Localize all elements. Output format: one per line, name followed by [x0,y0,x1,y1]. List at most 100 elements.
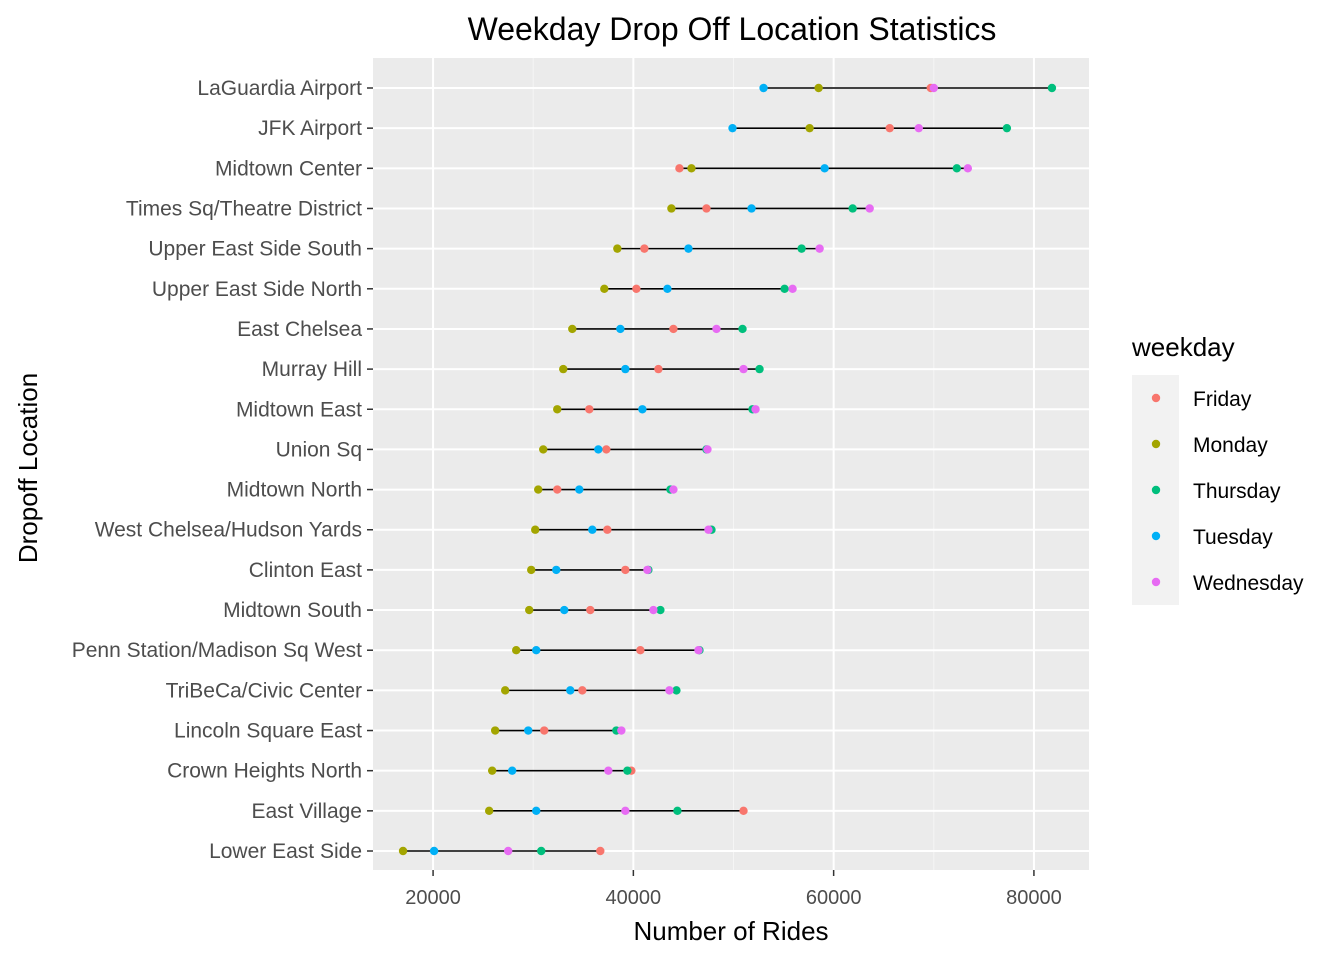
legend-key-tuesday [1151,531,1161,541]
point-friday [586,605,595,615]
legend-items: Friday Monday Thursday Tuesday Wednesday [1151,388,1304,595]
point-wednesday [815,244,824,253]
point-tuesday [638,405,647,414]
point-tuesday [507,766,517,775]
minor-gridlines [532,58,935,870]
point-thursday [952,164,962,173]
point-friday [540,726,549,735]
point-tuesday [575,485,584,494]
y-axis: LaGuardia Airport JFK Airport Midtown Cent… [72,77,373,863]
point-tuesday [552,565,561,575]
legend-label: Tuesday [1193,526,1273,549]
point-friday [885,123,894,133]
legend-title: weekday [1131,332,1235,362]
point-tuesday [759,83,768,93]
point-friday [578,686,587,695]
point-monday [512,646,521,655]
legend-key-monday [1151,439,1161,449]
point-wednesday [617,726,626,735]
point-tuesday [594,445,603,454]
point-tuesday [588,525,597,534]
point-friday [654,364,663,374]
y-tick-label: Midtown South [223,599,362,622]
point-monday [539,445,548,454]
point-tuesday [621,364,630,374]
point-friday [553,485,562,494]
point-monday [568,324,577,334]
point-wednesday [503,846,513,856]
point-tuesday [684,244,693,253]
legend-label: Thursday [1193,480,1281,503]
point-thursday [797,244,806,253]
plot-panel [373,58,1089,870]
y-tick-label: Upper East Side South [148,238,362,261]
point-wednesday [704,525,713,534]
y-tick-label: Union Sq [276,438,362,461]
point-wednesday [788,284,797,293]
point-thursday [738,324,747,334]
point-friday [621,565,630,575]
y-tick-label: West Chelsea/Hudson Yards [95,519,362,542]
point-friday [739,806,748,816]
point-wednesday [739,364,748,374]
legend-label: Monday [1193,434,1268,457]
legend-label: Friday [1193,388,1252,411]
point-monday [527,565,536,575]
legend-label: Wednesday [1193,572,1304,595]
point-wednesday [963,164,973,173]
point-friday [669,324,678,334]
y-tick-label: JFK Airport [258,117,362,140]
point-wednesday [621,806,630,816]
point-wednesday [694,646,703,655]
x-tick-label: 40000 [606,887,662,909]
data-points [398,83,1057,856]
point-monday [600,284,609,293]
point-wednesday [643,565,652,575]
point-monday [490,726,500,735]
point-monday [559,364,568,374]
point-monday [484,806,494,816]
point-wednesday [703,445,712,454]
point-friday [632,284,641,293]
y-tick-label: Murray Hill [262,358,362,381]
legend-key-wednesday [1151,577,1161,587]
point-tuesday [532,646,541,655]
point-thursday [673,806,682,816]
point-tuesday [747,204,756,213]
point-wednesday [669,485,678,494]
y-tick-label: Midtown North [227,479,362,502]
point-monday [805,123,814,133]
y-tick-label: Times Sq/Theatre District [126,197,362,220]
point-wednesday [929,83,938,93]
legend: weekday Friday Monday Thursday Tuesday Wedne… [1131,332,1304,605]
point-friday [603,525,612,534]
x-axis-title: Number of Rides [633,916,828,946]
y-tick-label: Midtown East [236,398,362,421]
point-tuesday [560,605,569,615]
x-axis: 20000 40000 60000 80000 [405,870,1062,909]
point-wednesday [604,766,613,775]
y-tick-label: Upper East Side North [152,278,362,301]
y-tick-label: Lower East Side [209,840,362,863]
point-thursday [672,686,681,695]
point-thursday [848,204,857,213]
point-tuesday [532,806,541,816]
point-thursday [1002,123,1012,133]
point-tuesday [429,846,439,856]
point-friday [636,646,645,655]
x-tick-label: 20000 [405,887,461,909]
point-monday [814,83,823,93]
point-monday [613,244,622,253]
y-axis-title: Dropoff Location [13,373,43,563]
point-friday [602,445,611,454]
y-tick-label: TriBeCa/Civic Center [166,679,362,702]
point-wednesday [649,605,658,615]
point-friday [585,405,594,414]
point-thursday [623,766,632,775]
point-wednesday [712,324,721,334]
point-monday [553,405,562,414]
point-tuesday [616,324,625,334]
y-tick-label: Midtown Center [215,157,362,180]
point-tuesday [524,726,533,735]
